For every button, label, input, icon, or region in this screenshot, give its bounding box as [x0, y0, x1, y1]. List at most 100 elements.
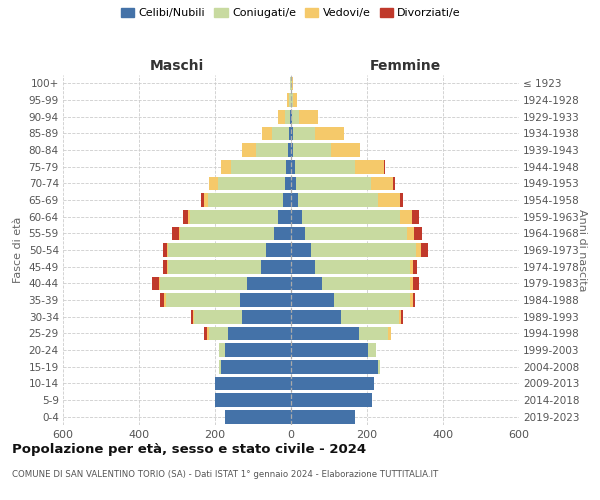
Bar: [414, 226, 422, 240]
Bar: [289, 143, 291, 157]
Bar: [291, 210, 302, 224]
Bar: [240, 293, 291, 307]
Bar: [291, 226, 305, 240]
Bar: [292, 76, 293, 90]
Bar: [229, 326, 291, 340]
Bar: [152, 276, 159, 290]
Bar: [291, 376, 374, 390]
Bar: [284, 110, 290, 124]
Y-axis label: Fasce di età: Fasce di età: [13, 217, 23, 283]
Bar: [262, 126, 272, 140]
Bar: [287, 93, 289, 107]
Bar: [209, 176, 218, 190]
Bar: [215, 376, 291, 390]
Bar: [291, 110, 292, 124]
Bar: [160, 276, 247, 290]
Bar: [299, 110, 317, 124]
Bar: [247, 276, 291, 290]
Bar: [291, 193, 298, 207]
Bar: [286, 160, 291, 173]
Bar: [172, 226, 179, 240]
Text: Popolazione per età, sesso e stato civile - 2024: Popolazione per età, sesso e stato civil…: [12, 442, 366, 456]
Bar: [266, 243, 291, 257]
Bar: [164, 293, 166, 307]
Bar: [289, 93, 290, 107]
Text: Femmine: Femmine: [370, 58, 440, 72]
Bar: [188, 210, 190, 224]
Bar: [274, 226, 291, 240]
Bar: [291, 76, 292, 90]
Bar: [224, 343, 291, 357]
Bar: [292, 93, 293, 107]
Bar: [219, 343, 224, 357]
Bar: [260, 260, 291, 274]
Bar: [410, 260, 413, 274]
Bar: [291, 126, 293, 140]
Bar: [399, 310, 401, 324]
Bar: [283, 193, 291, 207]
Bar: [314, 260, 410, 274]
Bar: [331, 143, 360, 157]
Bar: [286, 176, 291, 190]
Text: Maschi: Maschi: [150, 58, 204, 72]
Bar: [291, 276, 322, 290]
Bar: [208, 193, 283, 207]
Bar: [160, 293, 164, 307]
Bar: [291, 410, 355, 424]
Bar: [311, 243, 416, 257]
Bar: [379, 193, 400, 207]
Bar: [190, 210, 278, 224]
Bar: [167, 243, 168, 257]
Bar: [400, 210, 412, 224]
Bar: [224, 410, 291, 424]
Bar: [163, 243, 167, 257]
Bar: [218, 176, 286, 190]
Bar: [293, 126, 314, 140]
Bar: [194, 310, 242, 324]
Bar: [298, 193, 379, 207]
Bar: [412, 210, 419, 224]
Bar: [256, 143, 289, 157]
Bar: [290, 76, 291, 90]
Bar: [278, 210, 291, 224]
Bar: [168, 243, 266, 257]
Bar: [371, 176, 393, 190]
Bar: [410, 276, 413, 290]
Bar: [193, 310, 194, 324]
Bar: [416, 243, 421, 257]
Bar: [290, 110, 291, 124]
Bar: [205, 326, 206, 340]
Bar: [163, 260, 167, 274]
Bar: [421, 243, 428, 257]
Bar: [202, 193, 203, 207]
Bar: [291, 176, 296, 190]
Bar: [232, 160, 286, 173]
Bar: [291, 293, 334, 307]
Bar: [191, 310, 193, 324]
Bar: [291, 260, 314, 274]
Bar: [291, 393, 371, 407]
Bar: [221, 360, 291, 374]
Bar: [219, 360, 221, 374]
Bar: [413, 276, 419, 290]
Bar: [413, 293, 415, 307]
Bar: [291, 310, 341, 324]
Bar: [168, 260, 260, 274]
Bar: [291, 160, 295, 173]
Bar: [278, 110, 284, 124]
Bar: [206, 326, 209, 340]
Bar: [341, 310, 399, 324]
Bar: [215, 393, 291, 407]
Bar: [393, 176, 395, 190]
Bar: [302, 210, 400, 224]
Bar: [410, 293, 413, 307]
Bar: [407, 226, 414, 240]
Bar: [166, 293, 240, 307]
Text: COMUNE DI SAN VALENTINO TORIO (SA) - Dati ISTAT 1° gennaio 2024 - Elaborazione T: COMUNE DI SAN VALENTINO TORIO (SA) - Dat…: [12, 470, 438, 479]
Bar: [179, 226, 274, 240]
Bar: [314, 126, 344, 140]
Bar: [291, 326, 359, 340]
Bar: [184, 210, 188, 224]
Bar: [377, 360, 380, 374]
Bar: [359, 326, 388, 340]
